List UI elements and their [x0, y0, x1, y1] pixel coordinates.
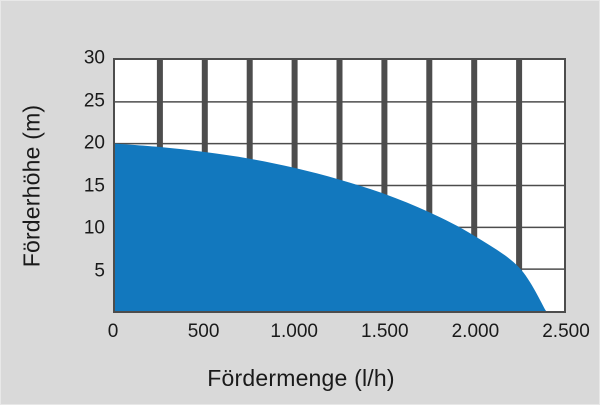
x-axis-tick-label: 1.000	[270, 321, 318, 342]
y-axis-title-container: Förderhöhe (m)	[15, 58, 49, 313]
y-axis-tick-label: 30	[83, 47, 105, 69]
x-axis-tick-label: 2.500	[542, 321, 590, 342]
pump-curve-area	[115, 143, 547, 311]
y-axis-tick-labels: 30 25 20 15 10 5	[61, 49, 105, 313]
x-axis-tick-label: 2.000	[451, 321, 500, 342]
y-axis-tick-label: 10	[83, 217, 105, 239]
plot-area	[113, 58, 566, 313]
x-axis-tick-labels: 0 500 1.000 1.500 2.000 2.500	[108, 321, 590, 349]
x-axis-tick-label: 500	[187, 321, 220, 342]
x-axis-tick-label: 1.500	[361, 321, 409, 342]
y-axis-title: Förderhöhe (m)	[18, 104, 45, 267]
y-axis-tick-label: 20	[83, 132, 105, 154]
plot-svg	[115, 60, 564, 311]
y-axis-tick-label: 15	[83, 175, 105, 196]
x-axis-title: Fördermenge (l/h)	[207, 365, 395, 391]
x-axis-tick-label: 0	[107, 321, 119, 342]
y-axis-tick-label: 25	[83, 90, 105, 111]
y-axis-tick-label: 5	[94, 260, 105, 281]
